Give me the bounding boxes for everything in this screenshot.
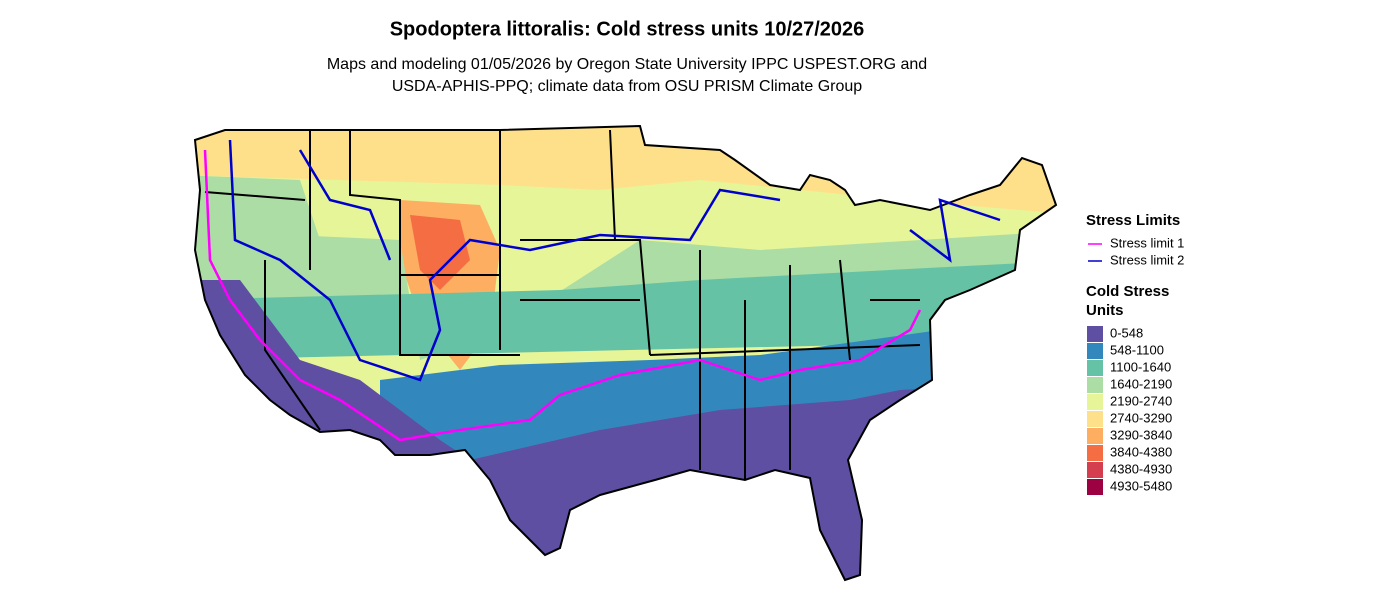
legend-swatch	[1087, 445, 1103, 461]
legend-label: 1100-1640	[1110, 359, 1171, 374]
legend-swatch	[1087, 411, 1103, 427]
legend-label: Stress limit 2	[1110, 252, 1184, 267]
legend-label: 548-1100	[1110, 342, 1164, 357]
legend-label: 2740-3290	[1110, 410, 1172, 425]
legend-swatch	[1087, 343, 1103, 359]
legend-swatch	[1087, 377, 1103, 393]
legend-swatch	[1087, 360, 1103, 376]
legend-label: 3840-4380	[1110, 444, 1172, 459]
stress-limit-1-contour	[203, 149, 922, 442]
legend-title: Units	[1086, 302, 1124, 319]
legend-label: Stress limit 1	[1110, 235, 1184, 250]
map-title: Spodoptera littoralis: Cold stress units…	[390, 18, 865, 40]
legend-swatch	[1087, 394, 1103, 410]
legend-swatch	[1087, 462, 1103, 478]
legend-swatch	[1087, 479, 1103, 495]
legend-label: 0-548	[1110, 325, 1143, 340]
stress-limit-2-contour	[228, 139, 1001, 382]
legend-label: 4380-4930	[1110, 461, 1172, 476]
legend-label: 3290-3840	[1110, 427, 1172, 442]
legend-label: 1640-2190	[1110, 376, 1172, 391]
legend-swatch	[1087, 326, 1103, 342]
map-subtitle: Maps and modeling 01/05/2026 by Oregon S…	[327, 56, 927, 73]
legend: Stress limit 1 Stress limit 2 0-548 548-110…	[1087, 235, 1184, 495]
legend-label: 4930-5480	[1110, 478, 1172, 493]
legend-label: 2190-2740	[1110, 393, 1172, 408]
legend-title: Stress Limits	[1086, 212, 1180, 229]
map-surface	[195, 126, 1056, 580]
legend-title: Cold Stress	[1086, 283, 1169, 300]
map-subtitle: USDA-APHIS-PPQ; climate data from OSU PR…	[392, 78, 862, 95]
legend-swatch	[1087, 428, 1103, 444]
